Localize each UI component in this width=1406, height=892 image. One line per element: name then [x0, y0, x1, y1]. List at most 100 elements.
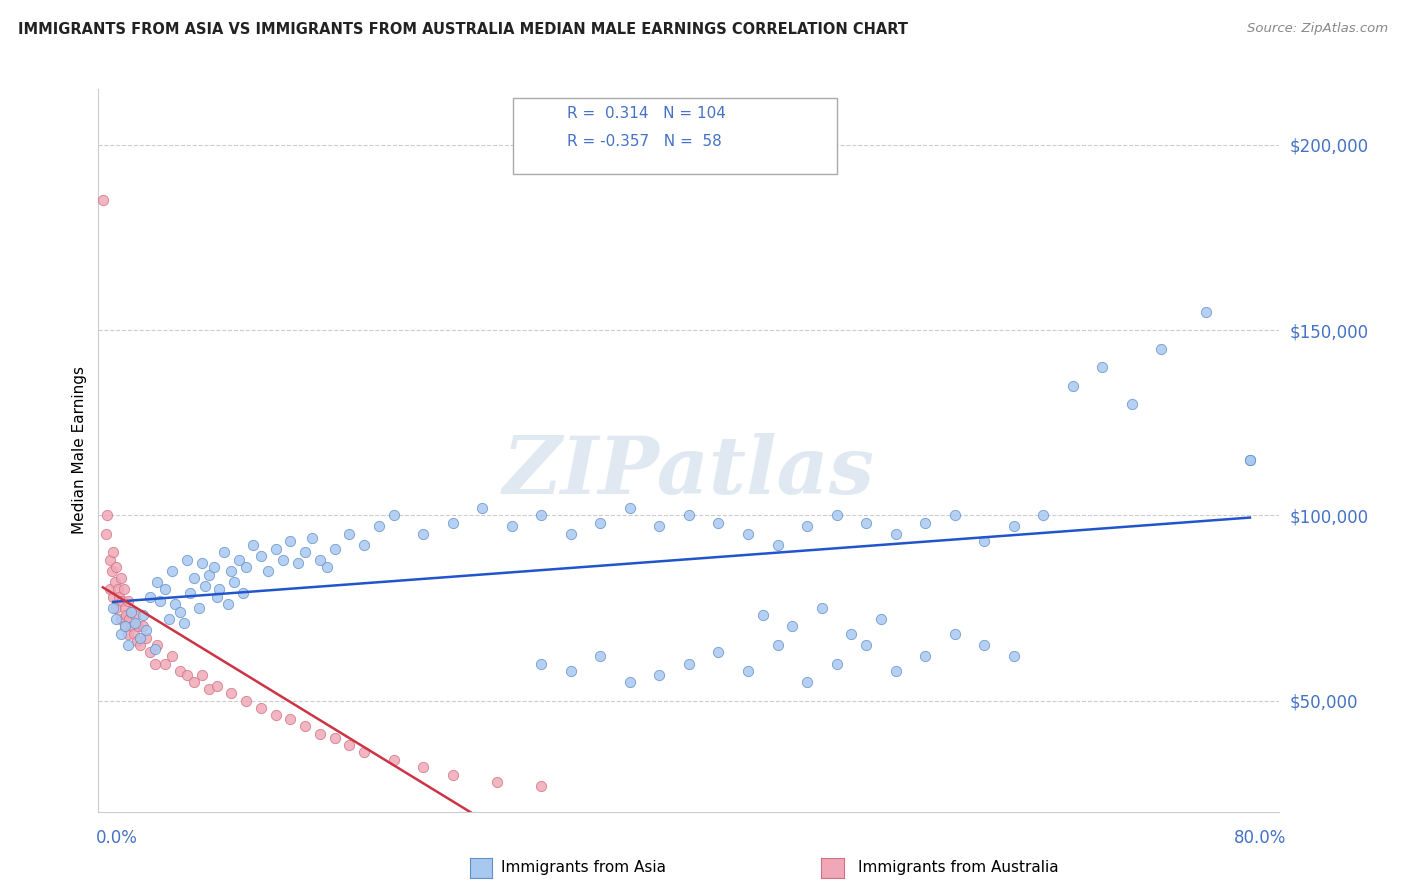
Point [105, 612, 128, 626]
Point [228, 553, 250, 567]
Text: Immigrants from Australia: Immigrants from Australia [858, 861, 1059, 875]
Point [139, 645, 162, 659]
Point [221, 686, 243, 700]
Point [149, 593, 172, 607]
Point [973, 638, 995, 652]
Point [169, 605, 191, 619]
Point [212, 545, 235, 559]
Point [294, 719, 316, 733]
Point [162, 649, 183, 664]
Point [217, 597, 239, 611]
Point [110, 612, 132, 626]
Text: 80.0%: 80.0% [1234, 829, 1286, 847]
Point [143, 641, 166, 656]
Point [1195, 304, 1218, 318]
Point [737, 664, 759, 678]
Point [221, 564, 243, 578]
Point [973, 534, 995, 549]
Point [316, 560, 339, 574]
Point [169, 664, 191, 678]
Point [165, 597, 187, 611]
Point [368, 519, 391, 533]
Point [870, 612, 893, 626]
Point [943, 508, 966, 523]
Point [114, 619, 136, 633]
Point [103, 545, 125, 559]
Point [782, 619, 804, 633]
Point [179, 586, 201, 600]
Point [103, 590, 125, 604]
Point [1032, 508, 1054, 523]
Point [766, 538, 789, 552]
Point [678, 508, 700, 523]
Point [104, 574, 127, 589]
Point [884, 526, 907, 541]
Point [766, 638, 789, 652]
Point [825, 508, 848, 523]
Point [173, 615, 195, 630]
Text: R =  0.314   N = 104: R = 0.314 N = 104 [567, 106, 725, 120]
Point [242, 538, 264, 552]
Point [250, 549, 273, 563]
Point [132, 608, 155, 623]
Point [530, 657, 553, 671]
Point [118, 612, 141, 626]
Point [530, 508, 553, 523]
Point [301, 531, 323, 545]
Point [117, 638, 139, 652]
Point [589, 516, 612, 530]
Point [353, 538, 375, 552]
Point [128, 631, 150, 645]
Point [107, 582, 129, 597]
Point [143, 657, 166, 671]
Point [114, 619, 136, 633]
Point [112, 582, 135, 597]
Point [198, 567, 221, 582]
Point [205, 679, 228, 693]
Point [1239, 452, 1261, 467]
Point [294, 545, 316, 559]
Point [135, 631, 157, 645]
Point [176, 553, 198, 567]
Point [339, 526, 361, 541]
Point [103, 601, 125, 615]
Point [105, 601, 128, 615]
Point [914, 516, 936, 530]
Point [441, 767, 464, 781]
Point [124, 608, 146, 623]
Point [98, 553, 121, 567]
Point [309, 553, 332, 567]
Point [257, 564, 280, 578]
Point [120, 605, 142, 619]
Point [648, 519, 671, 533]
Text: 0.0%: 0.0% [96, 829, 138, 847]
Point [825, 657, 848, 671]
Point [412, 760, 434, 774]
Point [486, 775, 509, 789]
Point [120, 605, 142, 619]
Point [111, 593, 134, 607]
Point [1239, 452, 1261, 467]
Point [619, 500, 641, 515]
Point [250, 701, 273, 715]
Point [114, 601, 136, 615]
Point [382, 508, 405, 523]
Point [796, 519, 818, 533]
Point [205, 590, 228, 604]
Point [115, 608, 138, 623]
Point [194, 579, 217, 593]
Point [183, 571, 205, 585]
Point [287, 557, 309, 571]
Point [353, 746, 375, 760]
Point [202, 560, 225, 574]
Point [183, 675, 205, 690]
Point [122, 627, 145, 641]
Point [1062, 378, 1084, 392]
Point [412, 526, 434, 541]
Point [280, 534, 302, 549]
Point [707, 516, 730, 530]
Point [264, 708, 287, 723]
Point [110, 571, 132, 585]
Point [264, 541, 287, 556]
Point [884, 664, 907, 678]
